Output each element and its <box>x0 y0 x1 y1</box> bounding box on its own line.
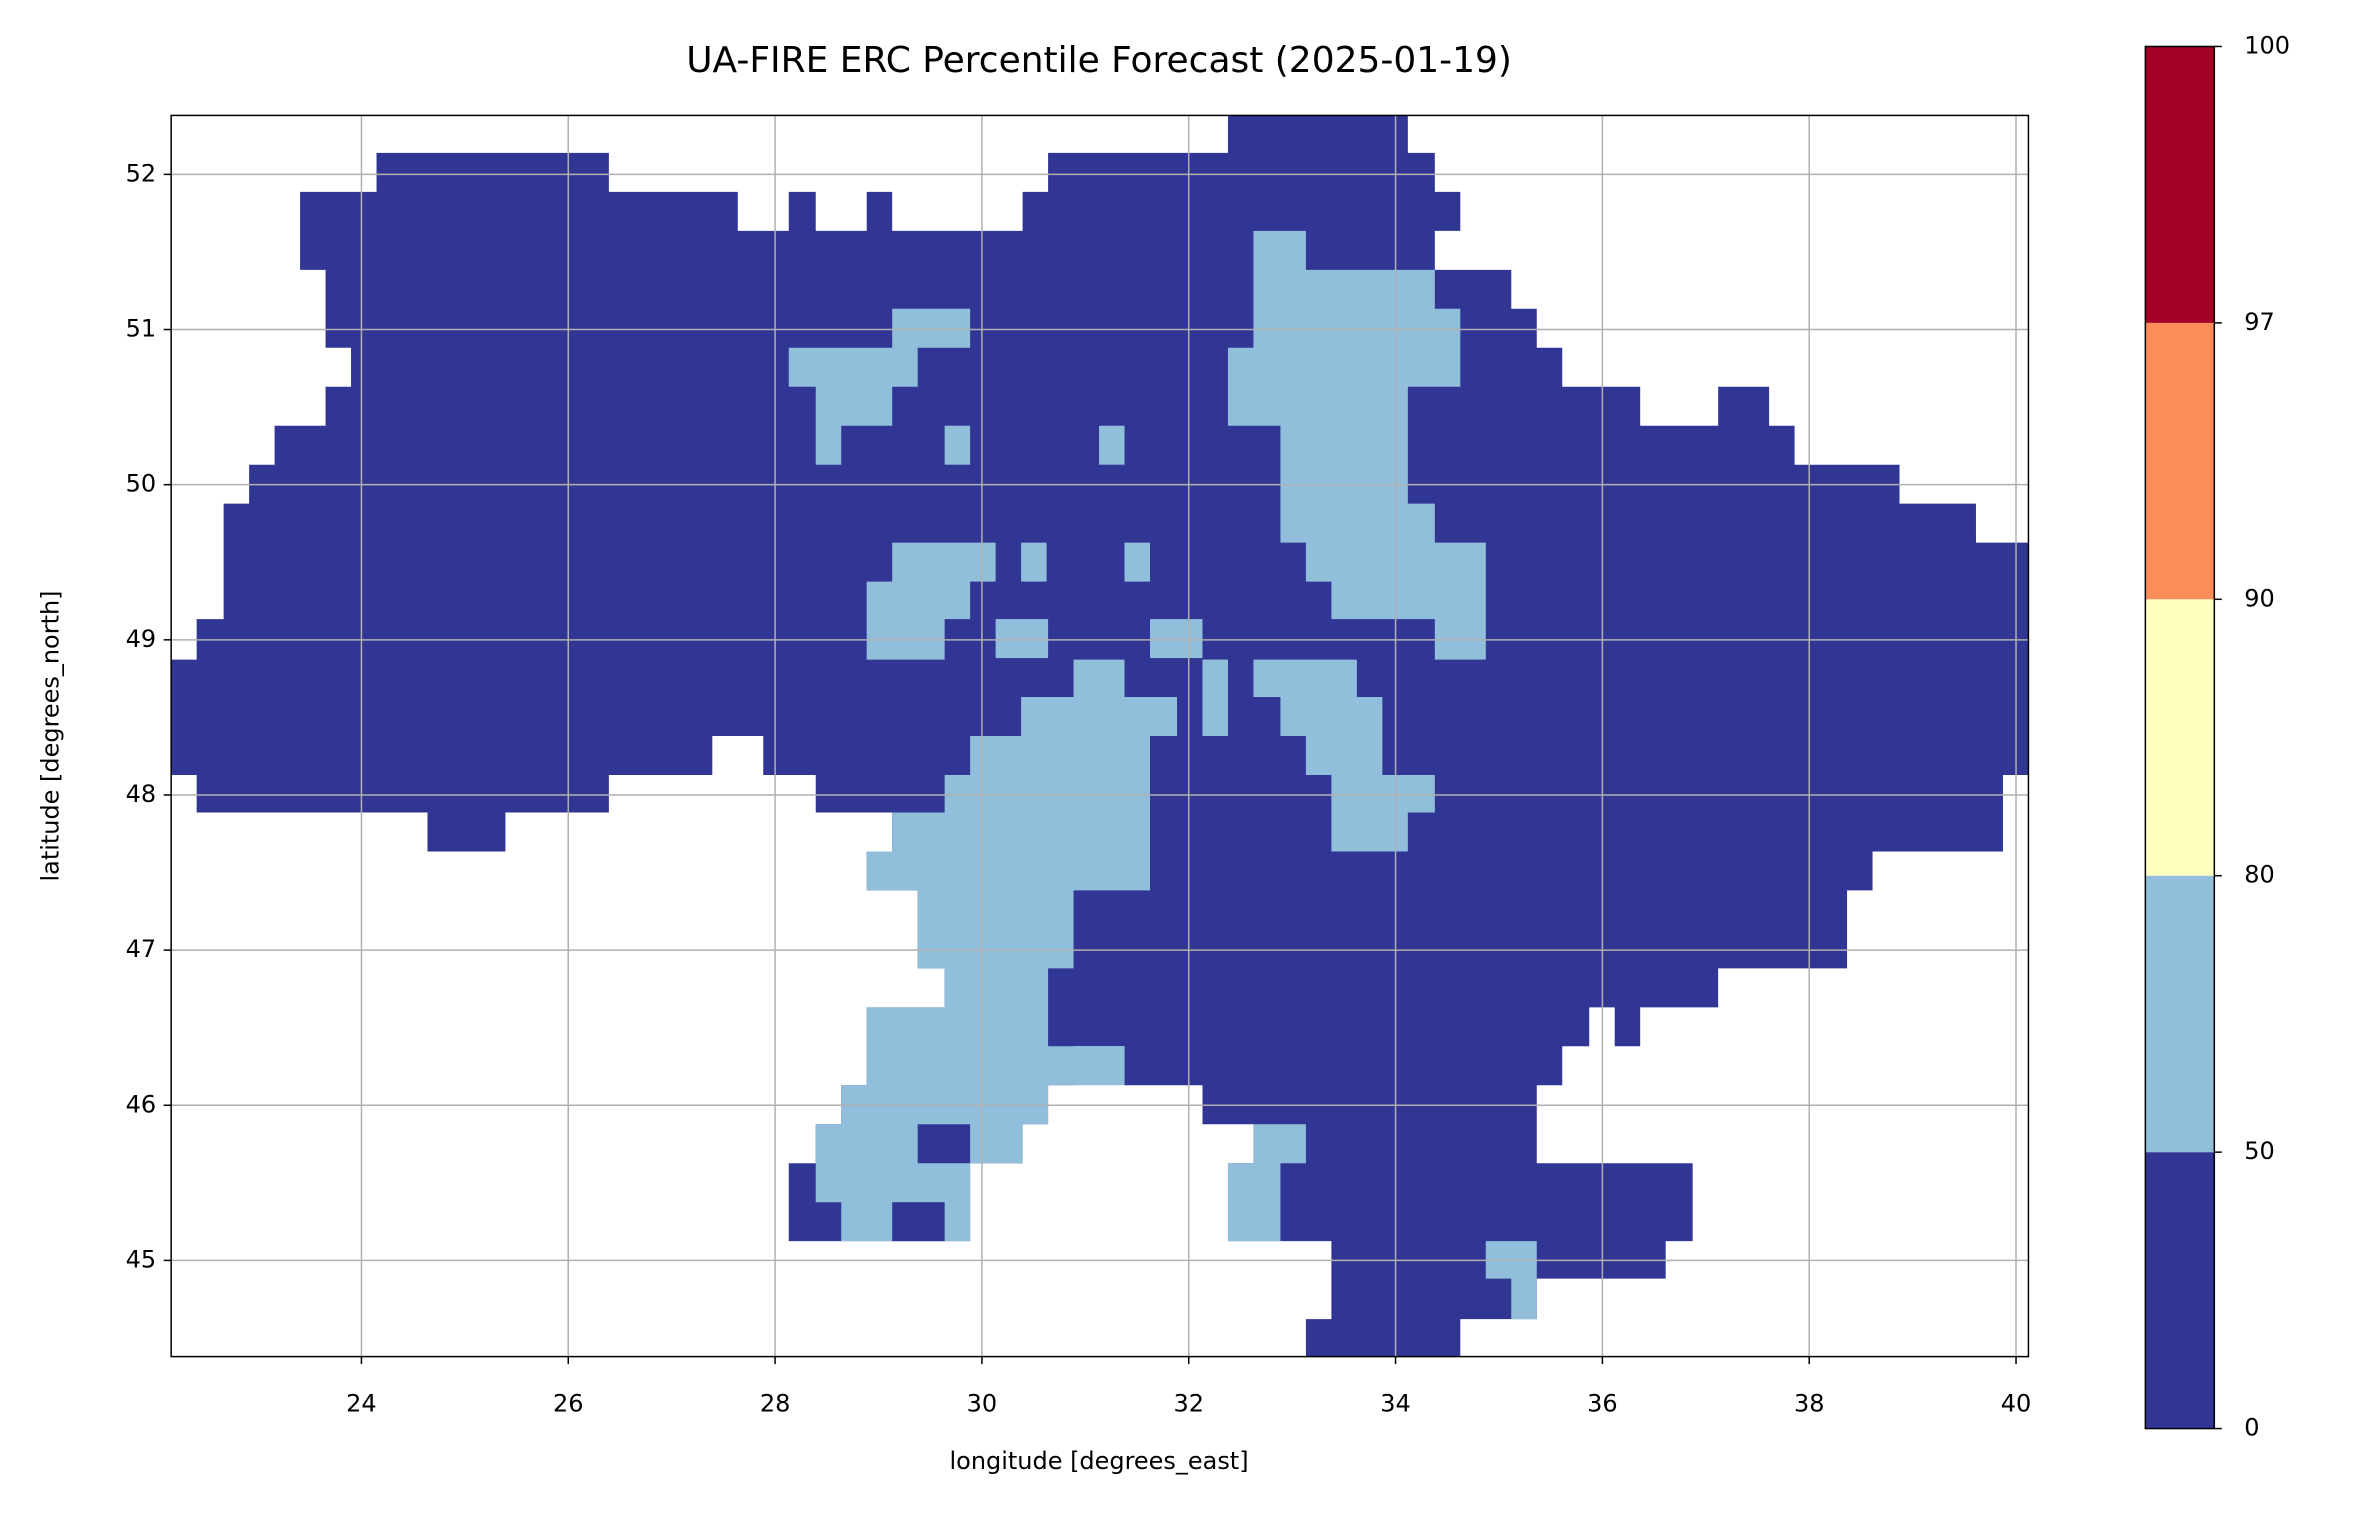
colorbar-segment <box>2145 875 2215 1153</box>
grid: 24 26 28 30 32 34 36 38 40 45 46 47 48 49 50 51 52 <box>126 115 2031 1418</box>
y-tick-label: 48 <box>126 780 157 808</box>
map-mid-cell <box>944 425 971 465</box>
map-mid-cell <box>1099 425 1125 465</box>
colorbar-segment <box>2145 1152 2215 1429</box>
y-tick-label: 47 <box>126 935 157 963</box>
map-mid-region <box>788 308 971 465</box>
colorbar-tick-label: 80 <box>2244 861 2275 889</box>
colorbar-segment <box>2145 599 2215 876</box>
colorbar: 0 50 80 90 97 100 <box>2144 31 2290 1442</box>
colorbar-segment <box>2145 46 2215 323</box>
colorbar-tick-label: 97 <box>2244 308 2275 336</box>
map-mid-cell <box>1021 542 1047 582</box>
map-mid-cell <box>1150 619 1203 659</box>
map-mid-cell <box>995 619 1049 659</box>
map-mid-region <box>1253 659 1435 852</box>
y-tick-label: 49 <box>126 625 157 653</box>
y-axis-label: latitude [degrees_north] <box>37 590 65 881</box>
colorbar-segment <box>2145 322 2215 600</box>
colorbar-tick-label: 50 <box>2244 1137 2275 1165</box>
x-tick-label: 32 <box>1173 1390 1204 1418</box>
map-mid-region <box>866 542 996 660</box>
x-tick-label: 24 <box>346 1390 377 1418</box>
y-tick-label: 45 <box>126 1245 157 1273</box>
y-tick-label: 52 <box>126 159 157 187</box>
x-tick-label: 28 <box>760 1390 791 1418</box>
y-tick-label: 46 <box>126 1090 157 1118</box>
map-low-cell <box>892 1202 945 1242</box>
x-tick-label: 36 <box>1587 1390 1617 1418</box>
map-field <box>171 115 2029 1357</box>
map-mid-cell <box>1124 542 1151 582</box>
map-low-cell <box>917 1124 971 1164</box>
y-tick-label: 50 <box>126 470 157 498</box>
map-mid-region <box>1227 230 1486 660</box>
map-mid-region <box>1227 1124 1306 1242</box>
x-tick-label: 34 <box>1380 1390 1411 1418</box>
x-tick-label: 40 <box>2001 1390 2031 1418</box>
x-axis-label: longitude [degrees_east] <box>950 1447 1249 1475</box>
y-tick-label: 51 <box>126 315 157 343</box>
chart-title: UA-FIRE ERC Percentile Forecast (2025-01… <box>686 40 1512 81</box>
x-tick-label: 30 <box>967 1390 998 1418</box>
x-tick-label: 38 <box>1794 1390 1825 1418</box>
colorbar-tick-label: 100 <box>2244 31 2290 59</box>
colorbar-tick-label: 0 <box>2244 1414 2259 1442</box>
colorbar-frame <box>2144 45 2216 1430</box>
x-tick-label: 26 <box>553 1390 584 1418</box>
colorbar-tick-label: 90 <box>2244 584 2275 612</box>
map-mid-cell <box>1202 659 1228 737</box>
axes-frame <box>170 114 2030 1358</box>
